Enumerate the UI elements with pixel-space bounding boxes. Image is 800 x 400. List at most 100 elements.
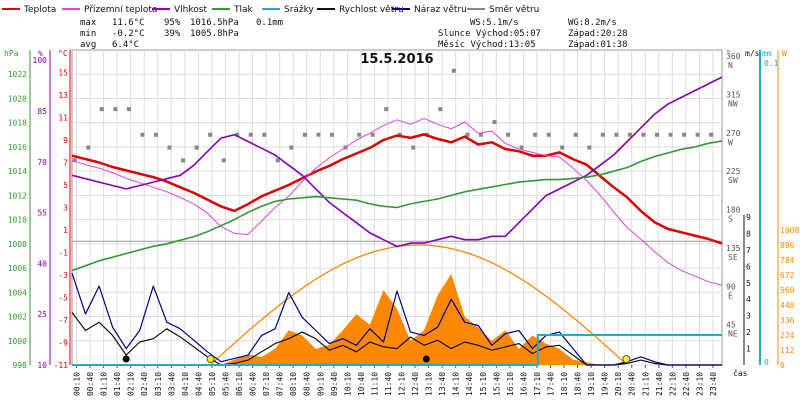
series-rain (72, 334, 722, 366)
tick-label: 1002 (8, 313, 27, 322)
tick-label: 224 (780, 331, 795, 340)
stat-sunset: Západ:20:28 (568, 29, 628, 39)
legend-item: Teplota (2, 5, 56, 15)
tick-label: 03:40 (167, 372, 176, 396)
tick-label: 15:40 (492, 372, 501, 396)
legend-item: Náraz větru (392, 5, 467, 15)
series-line (71, 133, 723, 245)
tick-label: 02:40 (140, 372, 149, 396)
wind-direction-dot (275, 158, 280, 163)
tick-label: 1008 (8, 240, 27, 249)
tick-label: 16:10 (506, 372, 515, 396)
wind-direction-dot (330, 132, 334, 137)
tick-label: 360 (726, 52, 741, 61)
tick-label: 06:40 (249, 372, 258, 396)
tick-label: 07:10 (262, 372, 271, 396)
tick-label: 21:10 (641, 372, 650, 396)
tick-label: 12:10 (398, 372, 407, 396)
wind-direction-dot (519, 145, 524, 150)
sunrise-marker (206, 355, 215, 363)
legend-item: Tlak (212, 5, 254, 15)
axis-pressure: hPa 998 1000 1002 1004 1006 1008 1010 1012 1014 10… (4, 49, 31, 370)
solar-area (72, 273, 709, 365)
tick-label: SE (728, 253, 738, 262)
tick-label: 12:40 (411, 372, 420, 396)
tick-label: 10 (37, 361, 47, 370)
wind-direction-dot (248, 132, 253, 137)
tick-label: 8 (746, 229, 751, 238)
tick-label: N (728, 61, 733, 70)
tick-label: 90 (726, 282, 736, 291)
tick-label: 19:10 (587, 372, 596, 396)
tick-label: 270 (726, 129, 741, 138)
tick-label: 448 (780, 301, 795, 310)
tick-label: NW (728, 99, 738, 108)
wind-direction-dot (113, 107, 118, 112)
tick-label: 135 (726, 244, 741, 253)
wind-direction-dot (181, 158, 186, 163)
tick-label: 10:10 (343, 372, 352, 396)
wind-direction-dot (126, 107, 131, 112)
wind-direction-dot (587, 145, 592, 150)
tick-label: W (728, 138, 733, 147)
tick-label: 1 (746, 345, 751, 354)
wind-direction-dot (302, 132, 307, 137)
tick-label: 1006 (8, 264, 27, 273)
tick-label: 01:40 (113, 372, 122, 396)
tick-label: 1 (63, 226, 68, 235)
tick-label: 1016 (8, 143, 27, 152)
tick-label: 17:40 (546, 372, 555, 396)
legend-label: Směr větru (489, 5, 539, 15)
wind-direction-dot (370, 132, 375, 137)
tick-label: 560 (780, 286, 795, 295)
tick-label: 06:10 (235, 372, 244, 396)
axis-unit: W (782, 49, 787, 58)
wind-direction-dot (573, 132, 578, 137)
tick-label: 04:40 (194, 372, 203, 396)
tick-label: 336 (780, 316, 795, 325)
wind-direction-dot (492, 119, 497, 124)
wind-direction-dot (289, 145, 294, 150)
tick-label: 14:10 (452, 372, 461, 396)
wind-direction-dot (411, 145, 416, 150)
legend-item: Přízemní teplota (62, 5, 157, 15)
tick-label: 1004 (8, 288, 27, 297)
wind-direction-dot (600, 132, 605, 137)
tick-label: 15 (58, 69, 68, 78)
tick-label: 13 (58, 91, 68, 100)
tick-label: -3 (58, 271, 68, 280)
tick-label: 22:40 (682, 372, 691, 396)
axis-time: 00:10 00:40 01:10 01:40 02:10 02:40 03:10 03:40… (73, 365, 748, 396)
tick-label: 11 (58, 114, 68, 123)
legend-label: Přízemní teplota (84, 5, 157, 15)
wind-direction-dot (384, 107, 389, 112)
tick-label: -5 (58, 294, 68, 303)
axis-unit: hPa (4, 49, 19, 58)
tick-label: 16:40 (519, 372, 528, 396)
axis-unit: m/s (745, 49, 760, 58)
tick-label: 18:40 (574, 372, 583, 396)
wind-direction-dot (153, 132, 158, 137)
solar-theoretical-curve (209, 244, 625, 366)
tick-label: 85 (37, 107, 47, 116)
stat-min-hum: 39% (164, 29, 181, 39)
series-line (71, 118, 723, 286)
series-press (71, 140, 723, 272)
wind-direction-dot (316, 132, 321, 137)
wind-direction-dot (99, 107, 104, 112)
tick-label: 7 (746, 246, 751, 255)
tick-label: 23:10 (695, 372, 704, 396)
tick-label: 7 (63, 159, 68, 168)
sunset-marker (622, 355, 631, 363)
axis-unit: mm (762, 49, 772, 58)
tick-label: 14:40 (465, 372, 474, 396)
wind-direction-dot (235, 132, 240, 137)
moonset-marker (122, 355, 130, 363)
axis-time-label: čas (733, 368, 748, 378)
tick-label: NE (728, 330, 738, 339)
tick-label: 11:10 (370, 372, 379, 396)
tick-label: 2 (746, 328, 751, 337)
series-ground (71, 118, 723, 286)
